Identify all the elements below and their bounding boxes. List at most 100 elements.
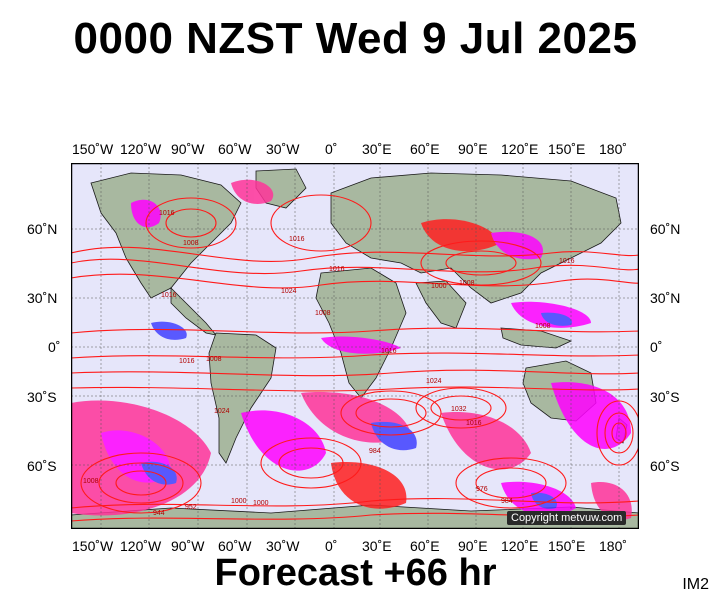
lat-label-left: 30˚N	[27, 290, 58, 306]
isobar-label: 1008	[315, 310, 331, 317]
copyright-badge: Copyright metvuw.com	[507, 511, 627, 525]
lat-label-right: 30˚S	[650, 389, 680, 405]
isobar	[71, 386, 639, 392]
isobar	[145, 197, 237, 249]
lon-label-bottom: 180˚	[599, 538, 628, 554]
isobar	[340, 390, 442, 436]
lon-label-top: 30˚E	[362, 141, 392, 157]
isobar-label: 1008	[535, 323, 551, 330]
lon-label-top: 150˚W	[72, 141, 114, 157]
rain-patch	[331, 462, 407, 509]
lon-label-bottom: 60˚E	[410, 538, 440, 554]
land-central-america	[170, 287, 218, 336]
lon-label-top: 180˚	[599, 141, 628, 157]
isobar-label: 944	[153, 510, 165, 517]
isobar-label: 1008	[83, 478, 99, 485]
isobar-label: 1016	[159, 210, 175, 217]
chart-title: 0000 NZST Wed 9 Jul 2025	[73, 14, 638, 63]
lon-label-bottom: 0˚	[325, 538, 338, 554]
isobar-label: 1000	[231, 498, 247, 505]
isobar-label: 1008	[206, 356, 222, 363]
isobar	[596, 400, 639, 466]
lat-label-left: 30˚S	[27, 389, 57, 405]
isobar-label: 1016	[559, 258, 575, 265]
isobar-label: 976	[476, 486, 488, 493]
isobar	[475, 467, 547, 499]
forecast-label: Forecast +66 hr	[214, 552, 497, 594]
isobar-label: 1016	[179, 358, 195, 365]
rain-patch	[321, 336, 401, 354]
isobar	[604, 412, 634, 454]
isobar	[278, 447, 344, 479]
isobar	[165, 208, 217, 238]
isobar	[80, 452, 202, 514]
lon-label-top: 60˚W	[218, 141, 252, 157]
isobar-label: 1032	[451, 406, 467, 413]
lon-label-bottom: 120˚E	[501, 538, 539, 554]
lon-label-bottom: 120˚W	[120, 538, 162, 554]
rain-patch	[131, 199, 161, 228]
isobar-label: 984	[369, 448, 381, 455]
isobar-labels: 1016 1008 1016 1016 1024 1016 1008 1000 …	[83, 210, 575, 517]
land-africa	[315, 267, 407, 399]
isobar	[71, 273, 639, 289]
rain-patch	[231, 179, 274, 204]
lat-label-right: 0˚	[650, 339, 663, 355]
isobar	[71, 498, 639, 509]
rain-patch	[541, 312, 572, 326]
rain-patch	[421, 219, 501, 252]
isobar	[71, 246, 639, 262]
lon-label-bottom: 30˚W	[266, 538, 300, 554]
lat-label-left: 60˚S	[27, 458, 57, 474]
rain-patch	[151, 321, 187, 340]
isobar	[71, 258, 639, 275]
isobar-label: 1024	[426, 378, 442, 385]
map-frame	[71, 163, 639, 529]
isobar	[445, 250, 517, 276]
isobar-label: 1024	[281, 288, 297, 295]
isobar-label: 1016	[161, 292, 177, 299]
isobar	[455, 457, 567, 509]
rain-patch	[551, 382, 631, 449]
isobar	[98, 462, 184, 504]
rain-patch	[241, 410, 326, 471]
lon-label-bottom: 150˚W	[72, 538, 114, 554]
rain-patch	[441, 412, 531, 470]
lon-label-bottom: 30˚E	[362, 538, 392, 554]
lon-label-top: 60˚E	[410, 141, 440, 157]
isobar-label: 952	[185, 504, 197, 511]
isobar	[260, 437, 362, 489]
lon-label-bottom: 150˚E	[548, 538, 586, 554]
isobar-label: 1000	[431, 283, 447, 290]
isobar	[71, 352, 639, 359]
lon-label-top: 120˚W	[120, 141, 162, 157]
isobar	[420, 240, 542, 286]
isobar-label: 1016	[381, 348, 397, 355]
isobar	[71, 369, 639, 377]
isobar	[270, 194, 372, 252]
land-north-america	[90, 172, 242, 299]
graticule	[71, 163, 639, 529]
image-id-label: IM2	[682, 576, 709, 593]
isobar	[355, 398, 427, 428]
land-south-america	[208, 332, 277, 464]
lat-label-left: 0˚	[48, 339, 61, 355]
lat-label-right: 30˚N	[650, 290, 681, 306]
weather-map: 1016 1008 1016 1016 1024 1016 1008 1000 …	[71, 163, 639, 529]
isobar-label: 1016	[466, 420, 482, 427]
lon-label-top: 90˚E	[458, 141, 488, 157]
isobar	[430, 395, 492, 421]
isobar	[415, 387, 507, 429]
lon-label-top: 150˚E	[548, 141, 586, 157]
isobar	[611, 422, 627, 444]
map-canvas: 1016 1008 1016 1016 1024 1016 1008 1000 …	[71, 163, 639, 529]
lat-label-right: 60˚S	[650, 458, 680, 474]
lon-label-bottom: 90˚W	[171, 538, 205, 554]
rain-patch	[371, 421, 417, 451]
lat-label-right: 60˚N	[650, 221, 681, 237]
isobar-label: 1024	[214, 408, 230, 415]
isobar-label: 1016	[329, 266, 345, 273]
lon-label-top: 120˚E	[501, 141, 539, 157]
lon-label-top: 90˚W	[171, 141, 205, 157]
lon-label-top: 0˚	[325, 141, 338, 157]
